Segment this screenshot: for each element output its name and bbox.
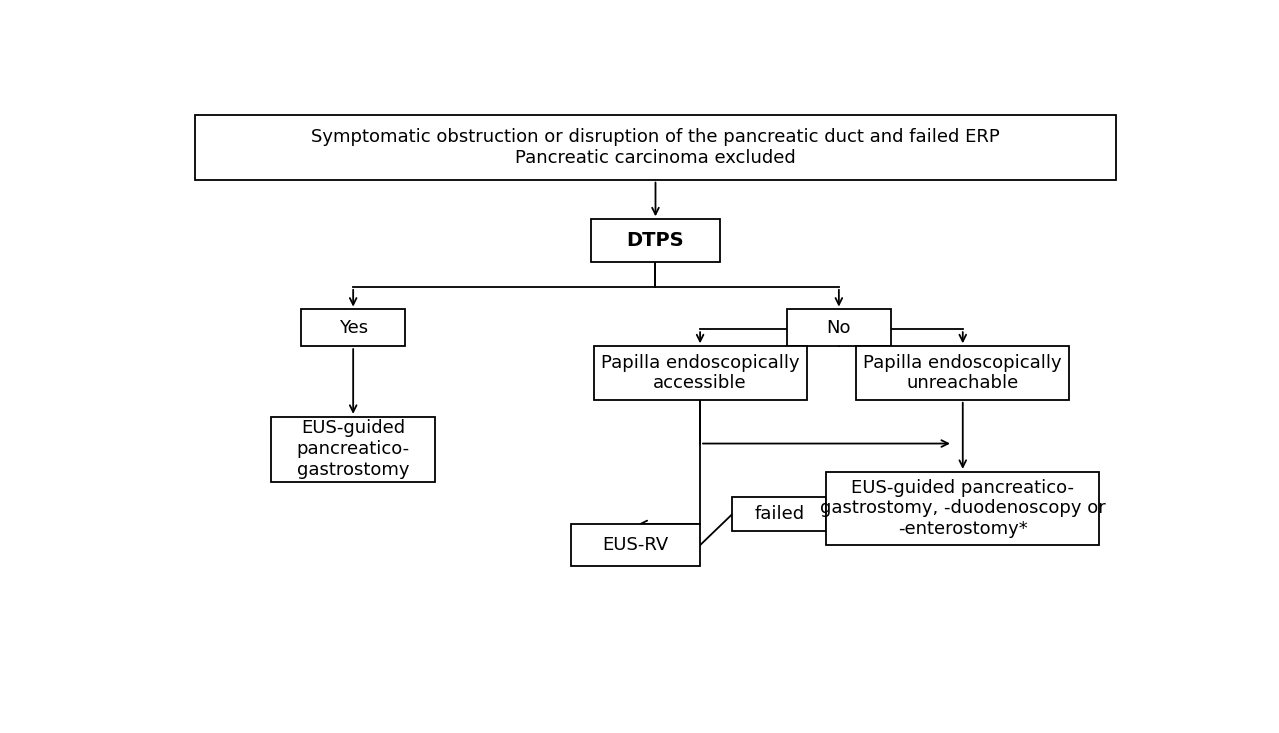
FancyBboxPatch shape (787, 309, 891, 346)
Text: No: No (826, 319, 851, 337)
Text: EUS-guided
pancreatico-
gastrostomy: EUS-guided pancreatico- gastrostomy (297, 419, 409, 479)
FancyBboxPatch shape (591, 219, 720, 262)
FancyBboxPatch shape (271, 417, 435, 482)
Text: DTPS: DTPS (627, 231, 684, 250)
Text: EUS-RV: EUS-RV (602, 536, 669, 554)
FancyBboxPatch shape (826, 472, 1099, 545)
FancyBboxPatch shape (593, 346, 807, 399)
FancyBboxPatch shape (301, 309, 405, 346)
FancyBboxPatch shape (194, 115, 1117, 180)
Text: failed: failed (755, 505, 804, 523)
Text: Papilla endoscopically
unreachable: Papilla endoscopically unreachable (863, 353, 1062, 392)
FancyBboxPatch shape (856, 346, 1069, 399)
Text: EUS-guided pancreatico-
gastrostomy, -duodenoscopy or
-enterostomy*: EUS-guided pancreatico- gastrostomy, -du… (820, 479, 1105, 538)
FancyBboxPatch shape (733, 497, 826, 531)
Text: Papilla endoscopically
accessible: Papilla endoscopically accessible (601, 353, 799, 392)
Text: Yes: Yes (339, 319, 368, 337)
Text: Symptomatic obstruction or disruption of the pancreatic duct and failed ERP
Panc: Symptomatic obstruction or disruption of… (311, 128, 1000, 166)
FancyBboxPatch shape (572, 524, 700, 567)
